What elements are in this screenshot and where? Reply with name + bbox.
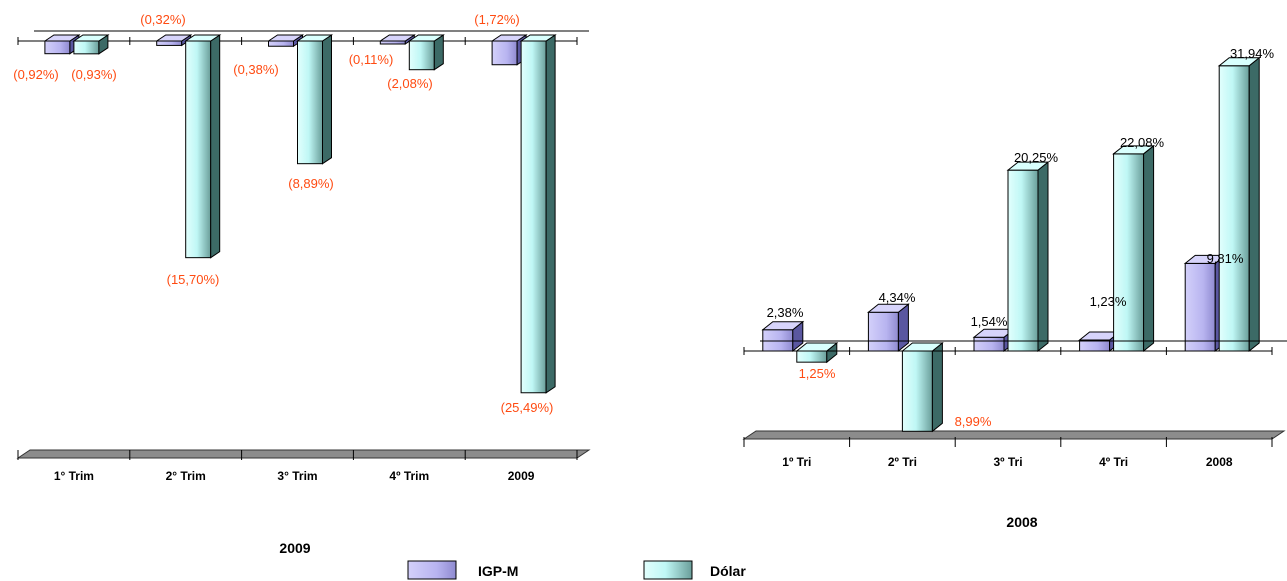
category-label: 4º Tri <box>1099 455 1128 469</box>
category-label: 2º Tri <box>888 455 917 469</box>
data-label: (0,11%) <box>349 52 394 67</box>
category-label: 4º Trim <box>389 469 429 483</box>
chart-2009-floor <box>16 37 591 460</box>
data-label: 2,38% <box>767 305 804 320</box>
category-label: 2008 <box>1206 455 1233 469</box>
chart-2008: 2008 2,38% 1,25% 4,34% 8,99% 1,54% 20,25% 1,23… <box>742 46 1287 530</box>
category-label: 1º Tri <box>782 455 811 469</box>
category-label: 3º Tri <box>993 455 1022 469</box>
chart-2009: 2009 (0,92%) (0,93%) (0,32%) (15,70%) (0,38%… <box>13 12 591 556</box>
data-label: (0,38%) <box>233 62 279 77</box>
legend-label-dolar: Dólar <box>710 563 746 579</box>
data-label: (15,70%) <box>167 272 220 287</box>
data-label: (0,92%) <box>13 67 59 82</box>
data-label: 31,94% <box>1230 46 1275 61</box>
data-label: (1,72%) <box>474 12 520 27</box>
data-label: 8,99% <box>955 414 992 429</box>
data-label: 20,25% <box>1014 150 1059 165</box>
data-label: 1,54% <box>971 314 1008 329</box>
data-label: 4,34% <box>879 290 916 305</box>
bar-igpm <box>761 320 805 353</box>
data-label: (0,32%) <box>140 12 186 27</box>
bar-dolar <box>295 34 334 165</box>
legend-label-igpm: IGP-M <box>478 563 518 579</box>
chart-2009-title: 2009 <box>279 540 310 556</box>
legend: IGP-M Dólar <box>407 560 746 580</box>
chart-2008-floor <box>742 347 1286 447</box>
bar-dolar <box>1006 161 1050 353</box>
data-label: (2,08%) <box>387 76 433 91</box>
data-label: (0,93%) <box>71 67 117 82</box>
data-label: 1,25% <box>799 366 836 381</box>
bar-igpm <box>866 303 910 353</box>
data-label: 1,23% <box>1090 294 1127 309</box>
bar-dolar <box>795 341 839 364</box>
chart-2008-title: 2008 <box>1006 514 1037 530</box>
data-label: (8,89%) <box>288 176 334 191</box>
legend-swatch-dolar <box>643 560 693 580</box>
data-label: 22,08% <box>1120 135 1165 150</box>
data-label: (25,49%) <box>501 400 554 415</box>
bar-dolar <box>184 34 222 259</box>
data-label: 9,81% <box>1207 251 1244 266</box>
bar-dolar <box>1217 56 1261 353</box>
legend-swatch-igpm <box>407 560 457 580</box>
bar-dolar <box>519 34 557 394</box>
bar-dolar <box>900 341 944 433</box>
category-label: 2009 <box>508 469 535 483</box>
bar-dolar <box>407 34 445 71</box>
bar-dolar <box>1112 144 1156 353</box>
bar-igpm <box>378 34 416 45</box>
category-label: 3° Trim <box>277 469 317 483</box>
category-label: 1° Trim <box>54 469 94 483</box>
category-label: 2° Trim <box>166 469 206 483</box>
bar-dolar <box>72 34 110 55</box>
